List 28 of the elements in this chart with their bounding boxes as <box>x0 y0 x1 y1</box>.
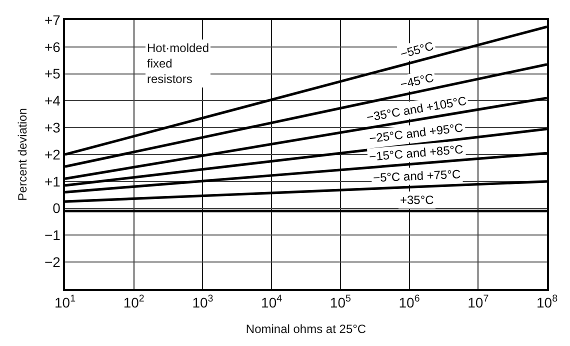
y-tick-label: +2 <box>44 146 61 162</box>
y-tick-label: +4 <box>44 92 61 109</box>
x-tick-label: 10$^{1}$ <box>54 294 76 311</box>
y-tick-label: +5 <box>44 66 61 82</box>
text: −25°C and +95°C <box>368 120 464 146</box>
x-tick-label: 10$^{7}$ <box>468 294 489 311</box>
x-tick-label: 10$^{4}$ <box>261 294 283 311</box>
y-tick-label: −2 <box>44 254 61 270</box>
x-tick-label: 10$^{3}$ <box>192 294 214 311</box>
y-tick-label: +1 <box>44 173 61 190</box>
series-label: −5°C and +75°C <box>372 167 462 185</box>
text: −45°C <box>398 70 436 92</box>
x-tick-label: 10$^{2}$ <box>123 294 144 311</box>
y-axis-title: Percent deviation <box>15 108 30 201</box>
y-tick-label: +3 <box>44 120 61 136</box>
y-tick-label: 0 <box>52 200 61 216</box>
y-tick-label: +7 <box>44 12 61 28</box>
y-tick-label: −1 <box>44 227 61 244</box>
annotation: Hot·molded fixed resistors <box>147 41 210 86</box>
series-label: +35°C <box>400 193 434 207</box>
x-tick-label: 10$^{6}$ <box>398 294 420 311</box>
x-axis-title: Nominal ohms at 25°C <box>246 322 366 336</box>
y-tick-label: +6 <box>44 38 61 55</box>
series-label: −15°C and +85°C <box>368 142 464 164</box>
x-tick-label: 10$^{8}$ <box>536 294 558 311</box>
x-tick-label: 10$^{5}$ <box>330 294 352 311</box>
text: −55°C <box>398 38 436 62</box>
text: −35°C and +105°C <box>366 94 468 124</box>
